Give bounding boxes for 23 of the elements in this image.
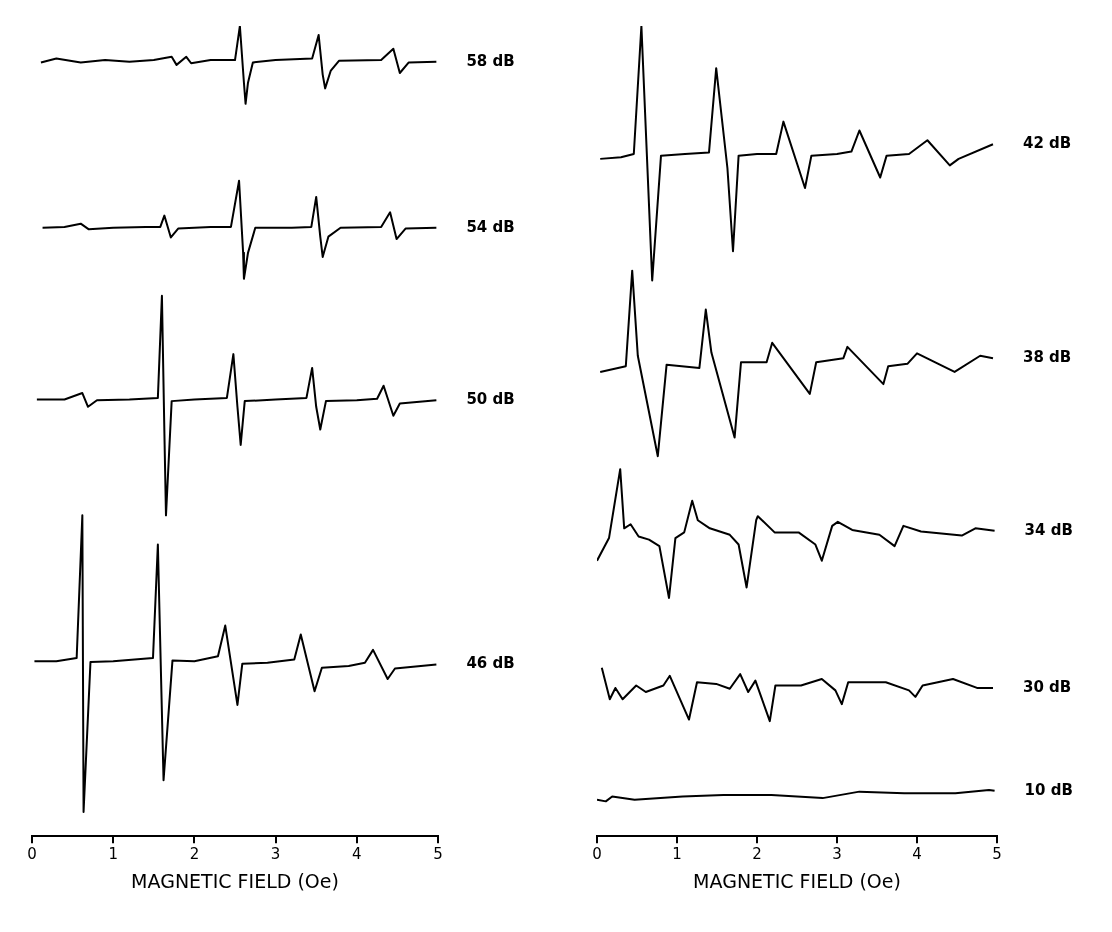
x-tick-label: 5 (992, 845, 1002, 864)
x-axis-title: MAGNETIC FIELD (Oe) (131, 869, 339, 892)
x-axis-title: MAGNETIC FIELD (Oe) (693, 869, 901, 892)
x-tick-label: 1 (672, 845, 682, 864)
text: 54 dB (466, 217, 515, 236)
text: 30 dB (1023, 677, 1072, 696)
text: 42 dB (1023, 134, 1072, 153)
x-tick-label: 0 (592, 845, 602, 864)
x-tick-label: 4 (912, 845, 922, 864)
x-tick-label: 3 (832, 845, 842, 864)
text: 50 dB (466, 390, 515, 409)
text: 10 dB (1024, 780, 1073, 799)
text: 34 dB (1024, 520, 1073, 539)
x-tick-label: 2 (752, 845, 762, 864)
x-tick-label: 4 (352, 845, 362, 864)
x-tick-label: 1 (108, 845, 118, 864)
x-tick-label: 2 (189, 845, 200, 864)
text: 46 dB (466, 654, 515, 673)
text: 38 dB (1023, 348, 1072, 367)
text: 58 dB (466, 51, 515, 70)
x-tick-label: 0 (27, 845, 37, 864)
x-tick-label: 5 (433, 845, 443, 864)
x-tick-label: 3 (270, 845, 281, 864)
